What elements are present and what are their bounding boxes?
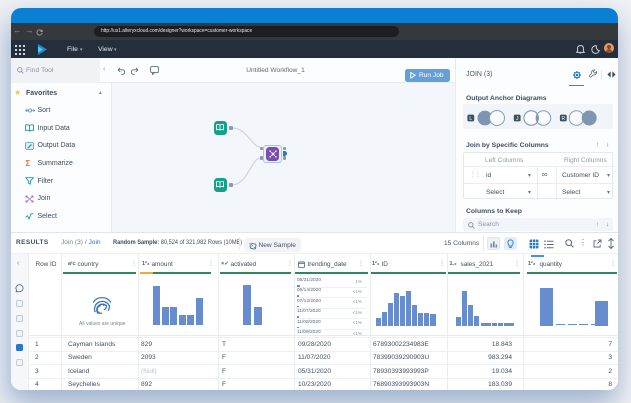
svg-text:R: R (561, 116, 565, 122)
svg-text:J: J (516, 116, 519, 122)
svg-text:L: L (469, 116, 472, 122)
